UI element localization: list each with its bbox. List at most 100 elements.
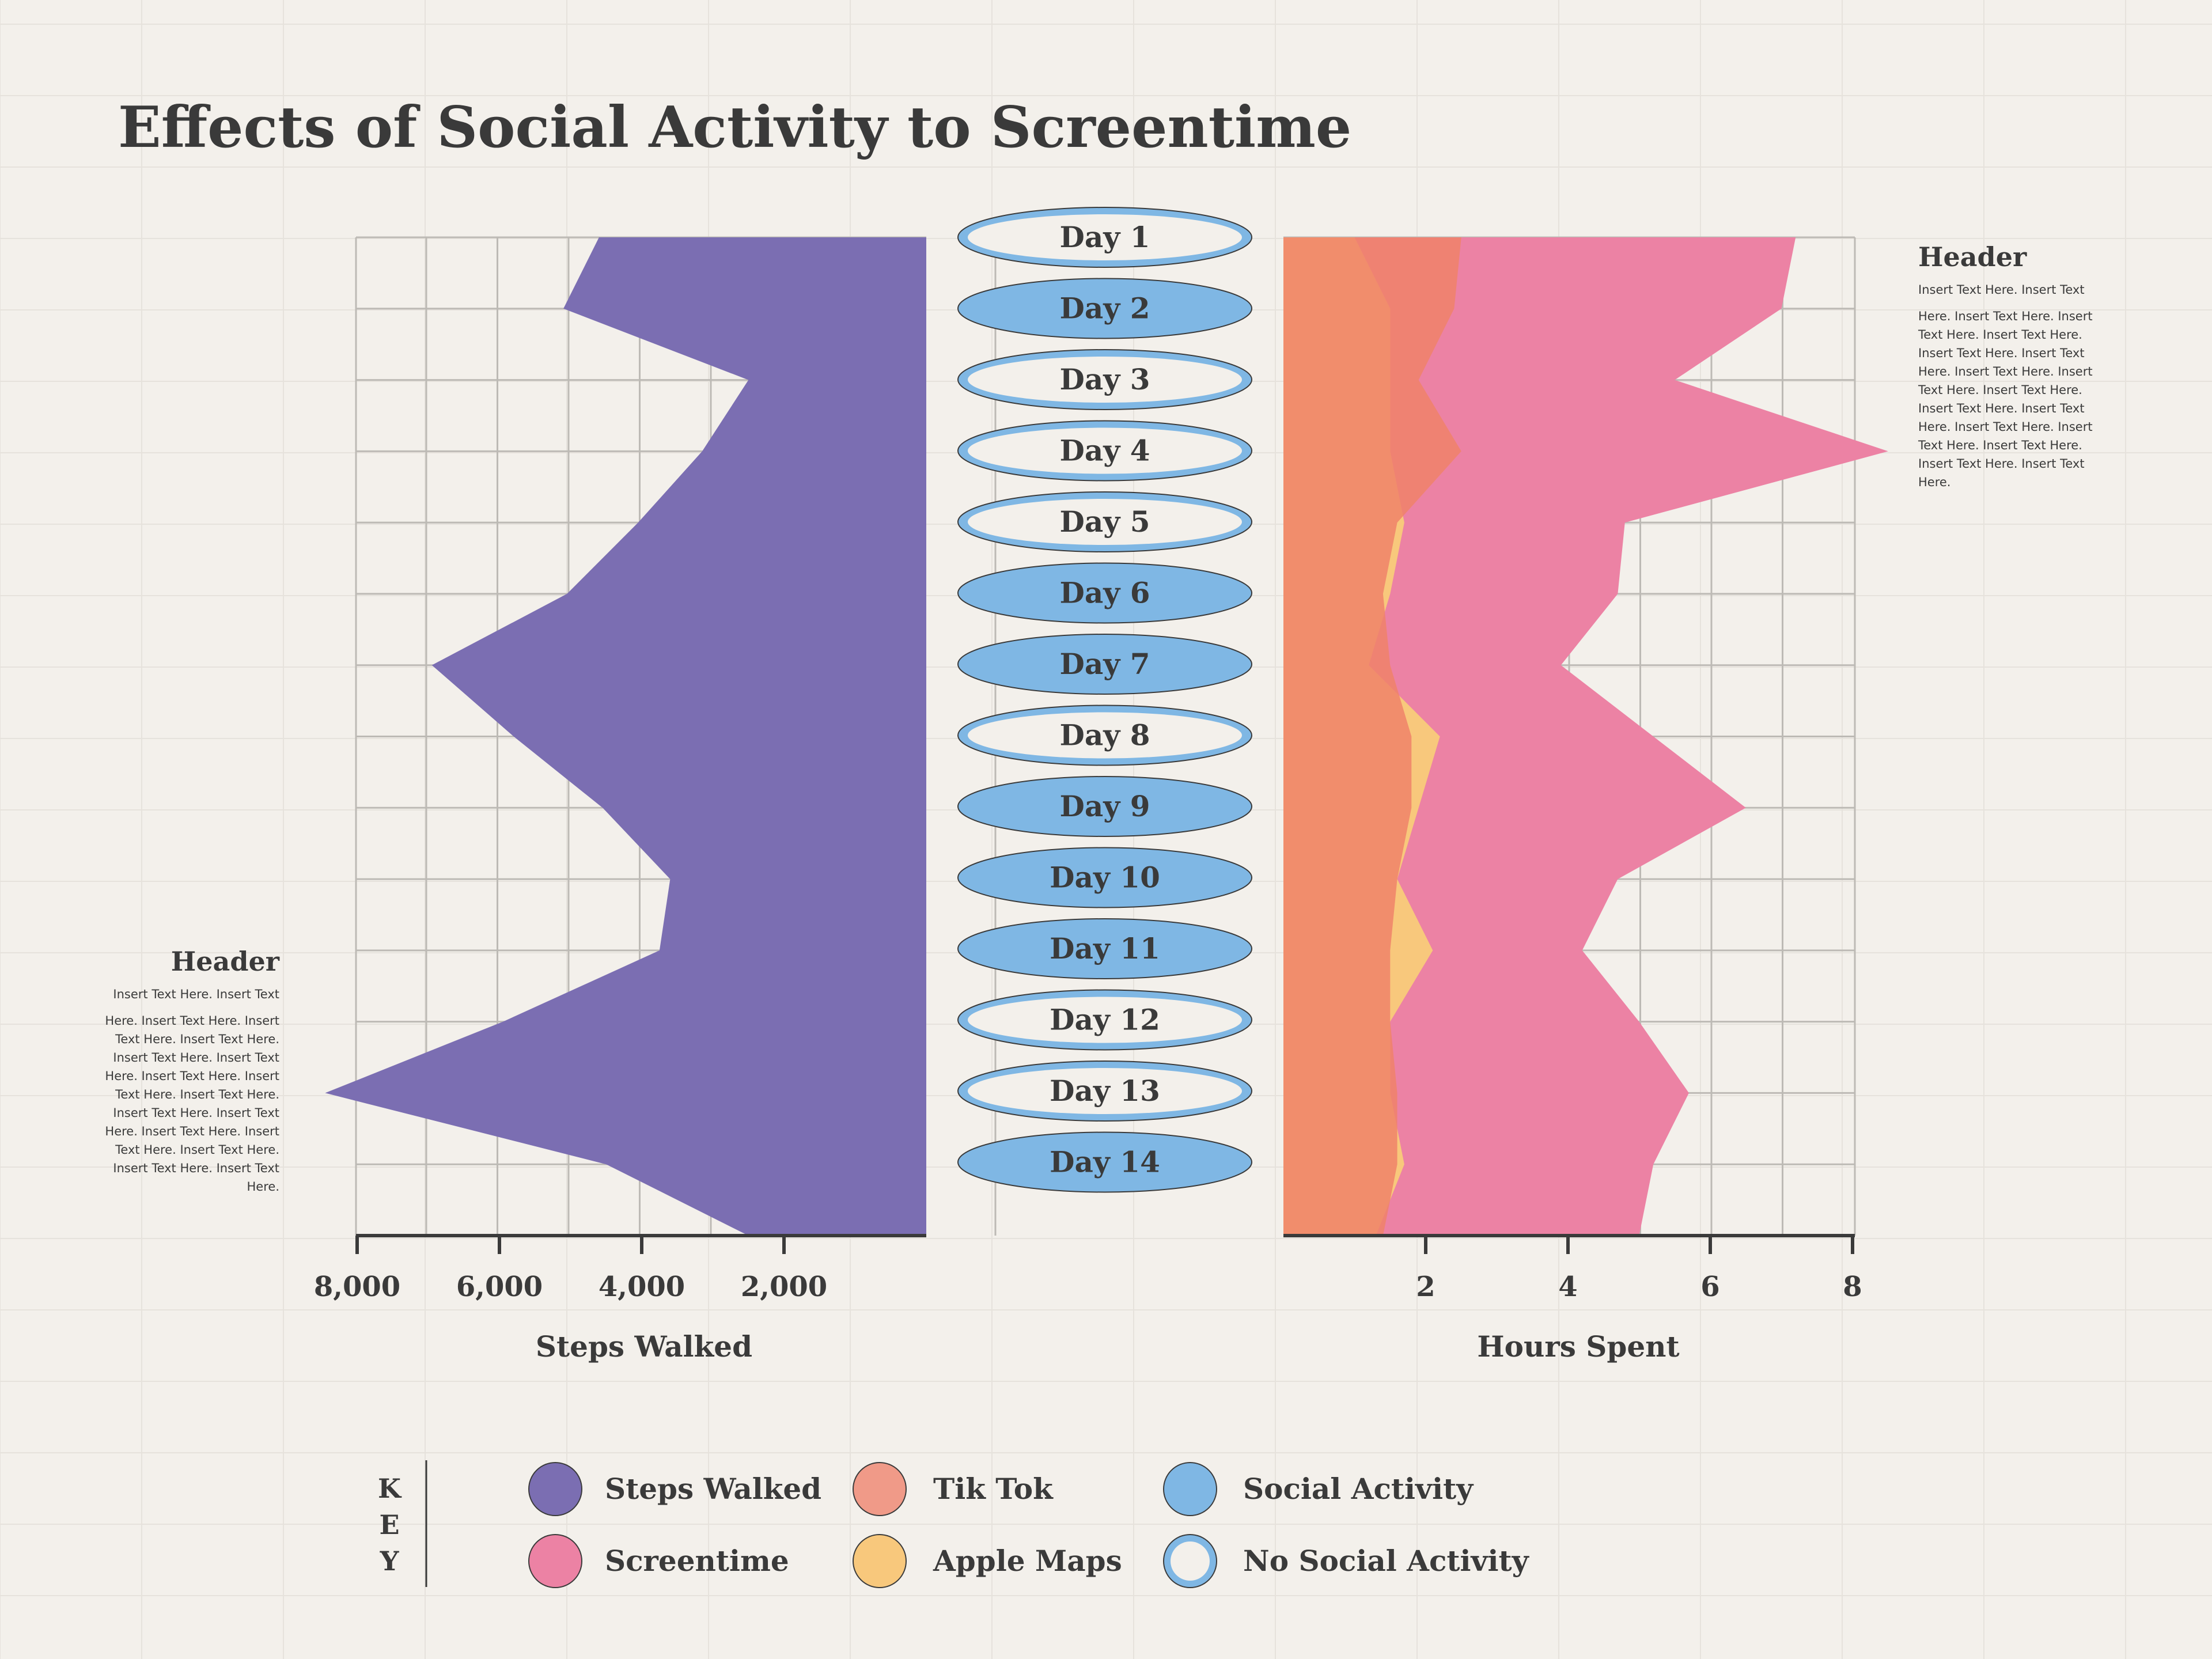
legend-swatch-inner [1171, 1541, 1210, 1581]
legend-swatch [853, 1462, 907, 1516]
side-note-line: Text Here. Insert Text Here. [115, 1088, 279, 1101]
side-note-line: Text Here. Insert Text Here. [115, 1143, 279, 1157]
key-letter: E [379, 1509, 399, 1540]
day-label: Day 11 [1050, 931, 1160, 965]
day-label: Day 2 [1059, 291, 1150, 325]
side-note-right: Header Insert Text Here. Insert Text Here.… [1918, 241, 2093, 489]
legend-item: No Social Activity [1163, 1534, 1530, 1588]
side-note-line: Insert Text Here. Insert Text [1918, 457, 2085, 471]
day-label: Day 1 [1059, 220, 1150, 254]
legend-item: Tik Tok [853, 1462, 1054, 1516]
side-note-line: Insert Text Here. Insert Text [1918, 402, 2085, 415]
day-pill-inner [968, 357, 1242, 403]
legend-swatch [1163, 1462, 1217, 1516]
steps-tick-label: 8,000 [314, 1271, 400, 1303]
day-pill: Day 2 [957, 278, 1252, 339]
tiktok-area [1283, 237, 1461, 1236]
day-pill: Day 9 [957, 776, 1252, 837]
side-note-line: Insert Text Here. Insert Text [1918, 346, 2085, 360]
side-note-line: Here. Insert Text Here. Insert [105, 1014, 279, 1028]
screentime-area [1283, 237, 1888, 1236]
hours-tick-label: 4 [1558, 1271, 1577, 1303]
side-note-line: Here. Insert Text Here. Insert [105, 1069, 279, 1083]
steps-tick-label: 2,000 [741, 1271, 827, 1303]
day-pill-social [957, 278, 1252, 339]
day-pill-social [957, 776, 1252, 837]
day-label: Day 5 [1059, 505, 1150, 539]
legend-swatch [853, 1534, 907, 1588]
day-pill: Day 7 [957, 634, 1252, 695]
side-note-line: Here. Insert Text Here. Insert [1918, 365, 2093, 378]
day-pill-social [957, 847, 1252, 908]
legend-swatch [528, 1462, 582, 1516]
day-label: Day 9 [1059, 789, 1150, 823]
side-note-line: Insert Text Here. Insert Text [113, 1051, 279, 1065]
day-pill-inner [968, 997, 1242, 1043]
day-pill: Day 4 [957, 420, 1252, 482]
day-pill: Day 10 [957, 847, 1252, 908]
legend-label: No Social Activity [1243, 1544, 1530, 1578]
side-note-line: Insert Text Here. Insert Text [113, 1106, 279, 1120]
side-note-line: Insert Text Here. Insert Text [113, 987, 279, 1001]
day-label: Day 3 [1059, 362, 1150, 396]
key-letter: K [378, 1473, 402, 1504]
day-pill: Day 3 [957, 349, 1252, 410]
side-note-left: Header Insert Text Here. Insert Text Here.… [105, 946, 279, 1194]
day-pill-inner [968, 712, 1242, 759]
day-pill: Day 6 [957, 562, 1252, 624]
legend-swatch [528, 1534, 582, 1588]
day-labels: Day 1 Day 2 Day 3 Day 4 Day 5 Day 6 Day 7 Day 8… [957, 207, 1252, 1193]
side-note-line: Here. Insert Text Here. Insert [1918, 309, 2093, 323]
day-pill-inner [968, 214, 1242, 260]
legend: KEY Steps Walked Tik Tok Social Activity Scr… [378, 1460, 1530, 1588]
day-label: Day 6 [1059, 576, 1150, 610]
day-pill-inner [968, 427, 1242, 474]
side-note-header: Header [1918, 241, 2027, 272]
side-note-line: Here. Insert Text Here. Insert [105, 1124, 279, 1138]
day-pill-inner [968, 1068, 1242, 1114]
side-note-line: Insert Text Here. Insert Text [1918, 283, 2085, 297]
hours-tick-label: 8 [1843, 1271, 1862, 1303]
legend-item: Steps Walked [528, 1462, 821, 1516]
steps-panel: 8,000 6,000 4,000 2,000 Steps Walked [314, 236, 997, 1363]
legend-label: Screentime [605, 1544, 789, 1578]
legend-label: Social Activity [1243, 1472, 1474, 1506]
day-label: Day 7 [1059, 647, 1150, 681]
steps-walked-area [325, 237, 926, 1236]
side-note-line: Text Here. Insert Text Here. [1918, 383, 2082, 397]
steps-axis-title: Steps Walked [536, 1330, 752, 1363]
day-label: Day 10 [1050, 861, 1160, 895]
hours-tick-label: 6 [1700, 1271, 1719, 1303]
day-label: Day 13 [1050, 1074, 1160, 1108]
side-note-header: Header [171, 946, 280, 977]
day-pill: Day 14 [957, 1131, 1252, 1193]
day-pill-social [957, 634, 1252, 695]
legend-item: Social Activity [1163, 1462, 1474, 1516]
chart-title: Effects of Social Activity to Screentime [118, 94, 1351, 161]
day-pill-inner [968, 499, 1242, 545]
day-label: Day 12 [1050, 1003, 1160, 1037]
day-pill-social [957, 1131, 1252, 1193]
side-note-line: Insert Text Here. Insert Text [113, 1161, 279, 1175]
day-label: Day 14 [1050, 1145, 1160, 1179]
day-label: Day 8 [1059, 718, 1150, 752]
legend-label: Apple Maps [933, 1544, 1122, 1578]
hours-panel: 2 4 6 8 Hours Spent [1283, 236, 1888, 1363]
steps-tick-label: 6,000 [456, 1271, 543, 1303]
side-note-line: Text Here. Insert Text Here. [115, 1032, 279, 1046]
day-pill-social [957, 918, 1252, 979]
legend-item: Screentime [528, 1534, 789, 1588]
day-pill: Day 5 [957, 491, 1252, 552]
day-label: Day 4 [1059, 434, 1150, 468]
legend-label: Tik Tok [933, 1472, 1054, 1506]
legend-label: Steps Walked [605, 1472, 821, 1506]
side-note-line: Text Here. Insert Text Here. [1918, 438, 2082, 452]
day-pill: Day 12 [957, 989, 1252, 1051]
day-pill-social [957, 562, 1252, 624]
hours-axis-title: Hours Spent [1477, 1330, 1679, 1363]
day-pill: Day 11 [957, 918, 1252, 979]
key-letter: Y [380, 1546, 400, 1577]
legend-item: Apple Maps [853, 1534, 1122, 1588]
